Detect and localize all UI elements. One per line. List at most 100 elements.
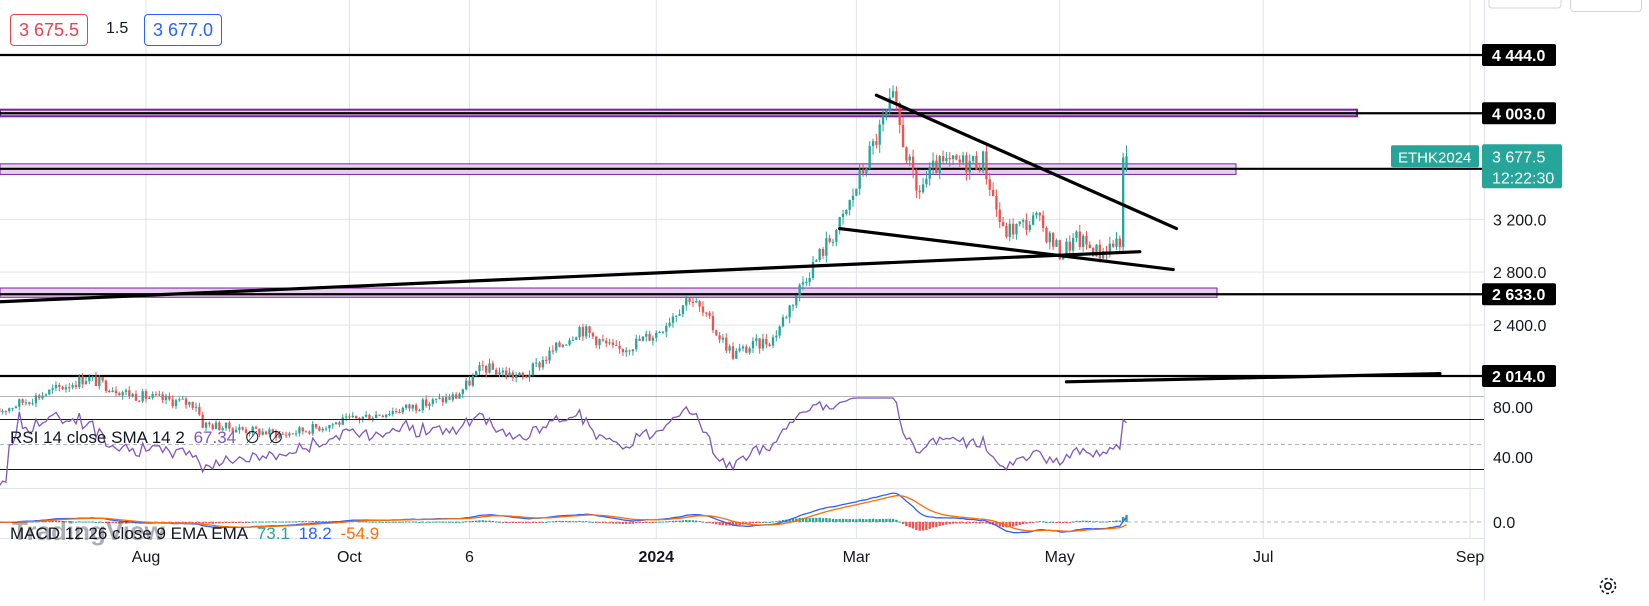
candle <box>869 141 871 169</box>
candle <box>725 333 727 353</box>
candle-body <box>665 326 667 332</box>
candle-body <box>822 249 824 256</box>
macd-histogram-bar <box>825 518 827 522</box>
time-axis-label: Mar <box>843 549 871 566</box>
candle-body <box>188 402 190 405</box>
candle <box>955 154 957 160</box>
candle-body <box>91 377 93 378</box>
candle-body <box>869 146 871 168</box>
candle <box>622 349 624 356</box>
price-scale[interactable]: 3 200.02 800.02 400.04 444.04 003.03 582… <box>1391 0 1649 601</box>
candle <box>688 297 690 304</box>
macd-histogram-bar <box>1049 522 1051 523</box>
candle-body <box>98 377 100 386</box>
buy-price-button[interactable]: 3 677.0 <box>144 14 222 46</box>
macd-legend[interactable]: MACD 12 26 close 9 EMA EMA 73.1 18.2 -54… <box>10 524 383 544</box>
candle-body <box>488 363 490 372</box>
macd-histogram-bar <box>365 521 367 522</box>
candle-body <box>939 156 941 173</box>
macd-histogram-bar <box>428 522 430 523</box>
candle-body <box>915 170 917 191</box>
macd-histogram-bar <box>1072 522 1074 523</box>
rsi-legend[interactable]: RSI 14 close SMA 14 2 67.34 ∅ ∅ <box>10 428 287 448</box>
candle <box>572 336 574 341</box>
macd-histogram-bar <box>528 522 530 523</box>
macd-histogram-bar <box>498 522 500 523</box>
macd-histogram-bar <box>375 522 377 523</box>
candle <box>1089 241 1091 248</box>
macd-histogram-bar <box>292 521 294 522</box>
macd-histogram-bar <box>708 522 710 523</box>
macd-histogram-bar <box>622 522 624 524</box>
candle-body <box>11 408 13 409</box>
macd-histogram-bar <box>558 521 560 522</box>
candle-body <box>842 214 844 217</box>
macd-histogram-bar <box>245 522 247 523</box>
macd-histogram-bar <box>905 522 907 526</box>
candle <box>328 425 330 432</box>
candle <box>55 381 57 391</box>
support-resistance-zones[interactable] <box>0 110 1357 298</box>
macd-histogram-bar <box>398 522 400 523</box>
candle <box>1119 235 1121 252</box>
horizontal-levels[interactable] <box>0 55 1484 376</box>
macd-histogram-bar <box>932 522 934 528</box>
candle <box>325 426 327 431</box>
macd-histogram-bar <box>912 522 914 529</box>
candle-body <box>138 401 140 402</box>
macd-histogram-bar <box>1095 521 1097 522</box>
candle <box>628 350 630 356</box>
candle-body <box>1065 242 1067 254</box>
macd-histogram-bar <box>1062 522 1064 523</box>
candle <box>518 372 520 376</box>
candle <box>772 335 774 349</box>
candle <box>692 297 694 307</box>
gear-icon[interactable] <box>1596 574 1620 598</box>
candle-body <box>1112 244 1114 247</box>
candle <box>295 430 297 437</box>
candle-body <box>545 360 547 361</box>
macd-histogram-bar <box>385 522 387 523</box>
candle <box>698 300 700 312</box>
candle <box>832 239 834 247</box>
macd-histogram-bar <box>662 522 664 523</box>
rsi-tick-label: 40.00 <box>1493 450 1533 467</box>
candle <box>385 414 387 418</box>
time-axis-label: 2024 <box>638 549 674 566</box>
macd-histogram-bar <box>288 521 290 522</box>
macd-histogram-bar <box>889 519 891 522</box>
macd-histogram-bar <box>925 522 927 530</box>
macd-histogram-bar <box>705 522 707 523</box>
macd-legend-title: MACD 12 26 close 9 EMA EMA <box>10 524 248 543</box>
toolbar-button[interactable] <box>1570 0 1642 12</box>
candle-body <box>1072 238 1074 251</box>
candle-body <box>765 339 767 344</box>
macd-histogram-bar <box>458 522 460 523</box>
candle <box>95 372 97 386</box>
price-tick-label: 3 200.0 <box>1493 212 1546 229</box>
candle <box>885 109 887 121</box>
sell-price-button[interactable]: 3 675.5 <box>10 14 88 46</box>
candle-body <box>565 345 567 346</box>
macd-histogram-bar <box>312 521 314 522</box>
macd-histogram-bar <box>505 522 507 523</box>
candle <box>855 189 857 197</box>
candle <box>298 426 300 437</box>
candle <box>11 408 13 412</box>
price-level-label: 2 014.0 <box>1492 369 1545 386</box>
macd-histogram-bar <box>668 521 670 522</box>
macd-histogram-bar <box>418 522 420 523</box>
candle-body <box>615 345 617 346</box>
macd-histogram-bar <box>198 522 200 523</box>
candle-body <box>845 210 847 214</box>
candle-body <box>135 394 137 401</box>
candle-body <box>298 427 300 433</box>
macd-histogram-bar <box>468 521 470 522</box>
candle <box>595 336 597 348</box>
candle <box>415 403 417 413</box>
candle-body <box>718 335 720 339</box>
candle-body <box>328 425 330 428</box>
